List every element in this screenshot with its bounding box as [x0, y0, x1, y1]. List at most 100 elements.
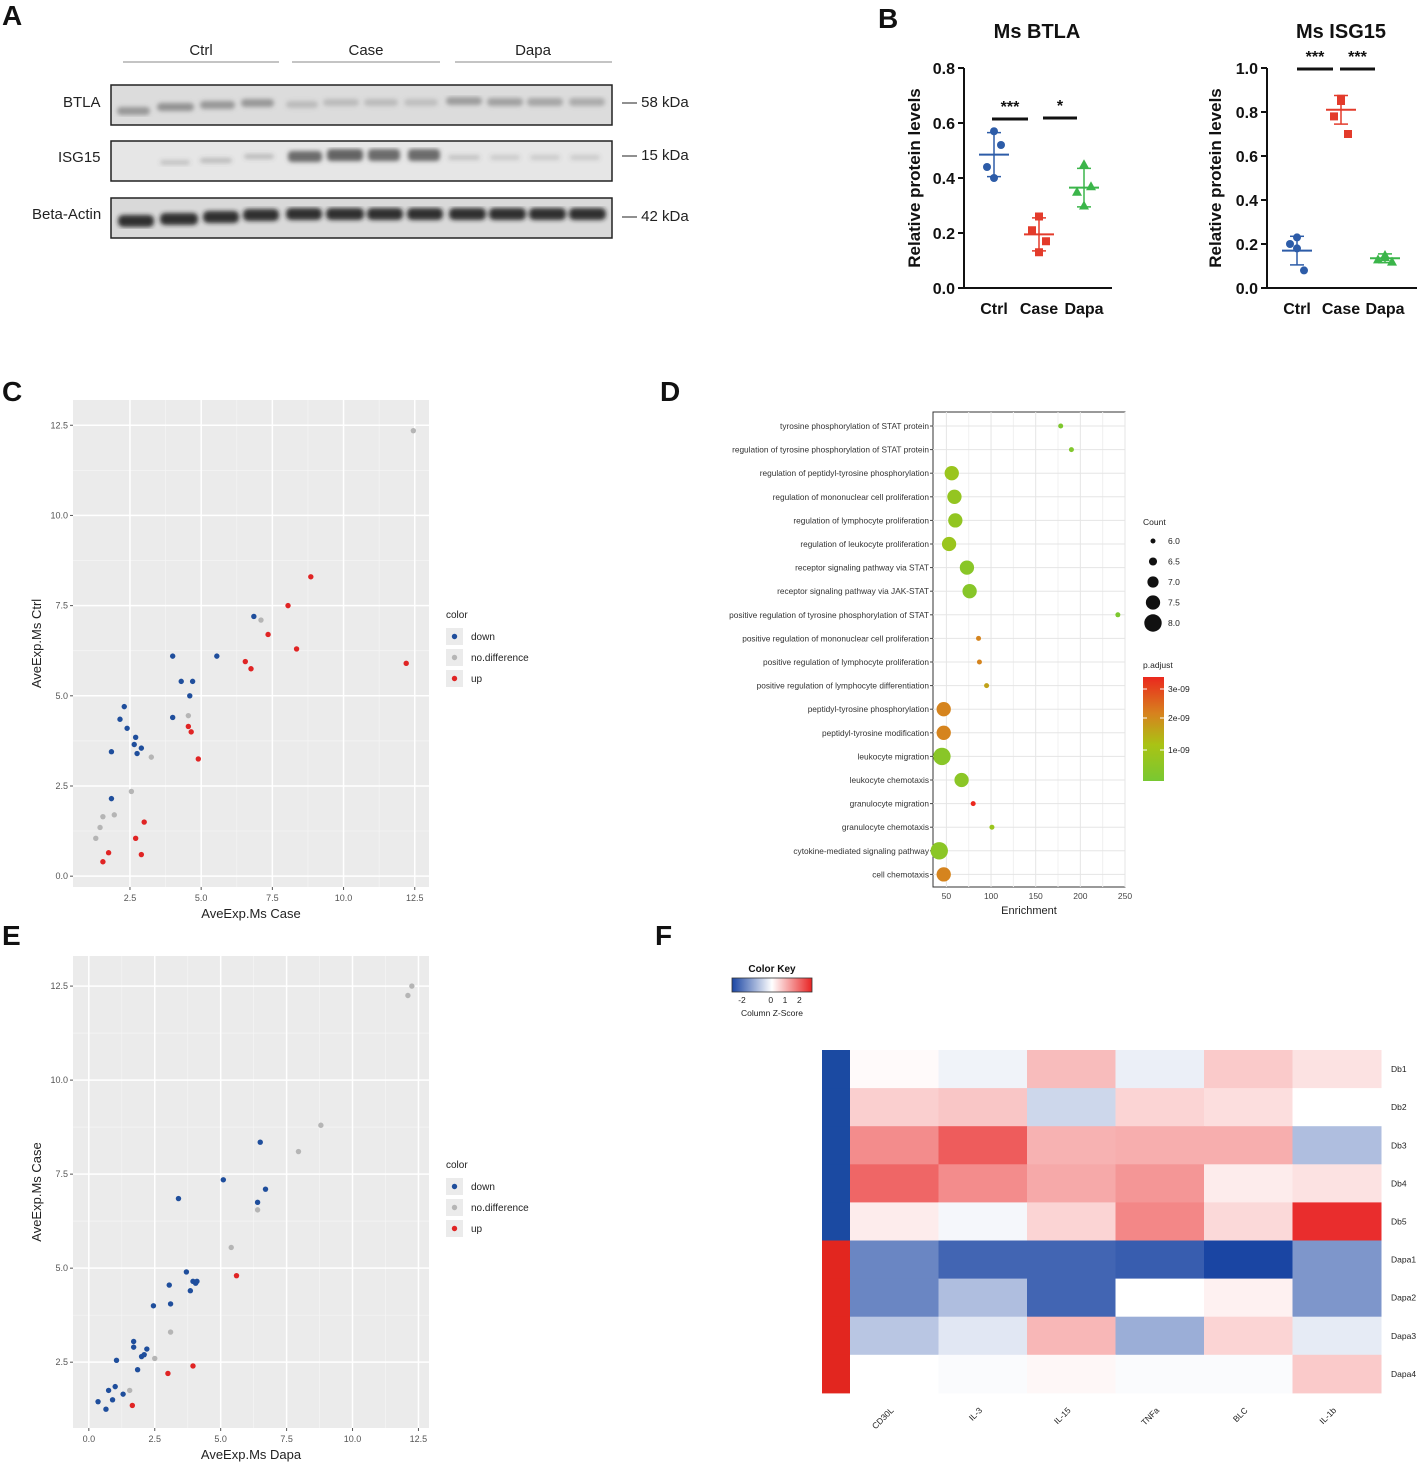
data-point — [134, 1367, 141, 1373]
y-tick-label: 0.0 — [1236, 281, 1258, 298]
heatmap-cell — [938, 1050, 1028, 1089]
heatmap-cell — [938, 1240, 1028, 1280]
data-point — [1293, 233, 1301, 242]
data-point — [262, 1186, 269, 1192]
legend-marker — [451, 1225, 458, 1232]
y-tick-label: 5.0 — [55, 1263, 68, 1273]
term-label: cell chemotaxis — [872, 869, 929, 879]
color-key-tick: -2 — [738, 995, 746, 1005]
data-point — [254, 1199, 261, 1206]
plot-background — [73, 956, 429, 1428]
legend-label: 6.0 — [1168, 536, 1180, 546]
y-tick-label: 5.0 — [55, 691, 68, 701]
data-point — [233, 1272, 240, 1279]
heatmap-cell — [850, 1316, 939, 1356]
x-tick-label: 200 — [1073, 891, 1087, 901]
y-tick-label: 0.8 — [1236, 105, 1258, 122]
row-group-bar — [822, 1164, 850, 1203]
heatmap-cell — [850, 1050, 939, 1089]
y-tick-label: 0.2 — [1236, 237, 1258, 254]
x-axis-label: AveExp.Ms Dapa — [201, 1447, 302, 1462]
data-point — [1079, 200, 1089, 210]
legend-label: 7.5 — [1168, 598, 1180, 608]
legend-marker — [451, 1204, 458, 1211]
x-tick-label: 50 — [942, 891, 952, 901]
term-label: positive regulation of lymphocyte prolif… — [763, 657, 929, 667]
plot-frame — [932, 411, 1126, 888]
cytokine-heatmap: Color Key -2 0 1 2 Column Z-Score Db1 Db2 Db3 Db4… — [731, 964, 1416, 1431]
y-tick-label: 12.5 — [50, 981, 68, 991]
panel-letter-f: F — [655, 920, 673, 951]
legend-label: no.difference — [471, 653, 529, 664]
x-tick-label: 2.5 — [148, 1434, 161, 1444]
data-point — [185, 712, 192, 719]
x-tick-label: 12.5 — [406, 893, 424, 903]
heatmap-cell — [1115, 1354, 1205, 1394]
legend-marker — [1148, 557, 1158, 566]
data-point — [308, 574, 314, 580]
heatmap-cell — [1027, 1050, 1116, 1089]
data-point — [1337, 97, 1345, 105]
legend-label: no.difference — [471, 1203, 529, 1214]
blot-image — [110, 61, 613, 239]
significance-label: * — [1057, 98, 1064, 115]
column-label: BLC — [1231, 1405, 1250, 1424]
data-point — [126, 1387, 133, 1394]
data-point — [129, 1402, 136, 1409]
data-point — [167, 1301, 174, 1307]
data-point — [150, 1303, 157, 1309]
heatmap-cell — [1204, 1088, 1293, 1127]
data-point — [141, 819, 147, 825]
blot-group-label: Ctrl — [189, 42, 213, 59]
data-point — [190, 1363, 196, 1369]
heatmap-cell — [1115, 1240, 1205, 1280]
data-point — [167, 1329, 174, 1335]
data-point — [936, 702, 951, 717]
data-point — [410, 427, 417, 434]
y-tick-label: 2.5 — [55, 781, 68, 791]
row-label: Db3 — [1391, 1140, 1407, 1150]
data-point — [105, 850, 112, 856]
heatmap-cell — [938, 1164, 1028, 1203]
data-point — [936, 867, 951, 882]
heatmap-cell — [1204, 1202, 1293, 1241]
data-point — [105, 1387, 112, 1394]
term-label: leukocyte migration — [858, 751, 930, 761]
y-tick-label: 0.6 — [1236, 149, 1258, 166]
data-point — [1035, 212, 1043, 221]
color-bar-label: 3e-09 — [1168, 684, 1190, 694]
legend-marker — [1150, 538, 1156, 544]
legend-marker — [451, 675, 458, 682]
data-point — [248, 666, 254, 672]
panel-letter-a: A — [2, 0, 23, 31]
row-label: Db4 — [1391, 1178, 1407, 1188]
data-point — [165, 1370, 171, 1377]
heatmap-cell — [1292, 1202, 1382, 1241]
heatmap-cell — [938, 1088, 1028, 1127]
term-label: granulocyte chemotaxis — [842, 822, 929, 832]
data-point — [148, 754, 155, 760]
row-label: Db5 — [1391, 1216, 1407, 1226]
data-point — [169, 714, 176, 721]
heatmap-cell — [1027, 1202, 1116, 1241]
y-tick-label: 7.5 — [55, 1169, 68, 1179]
heatmap-cell — [1204, 1354, 1293, 1394]
y-tick-label: 0.4 — [1236, 193, 1258, 210]
heatmap-cell — [1115, 1126, 1205, 1165]
heatmap-cell — [1204, 1240, 1293, 1280]
data-point — [295, 1148, 302, 1155]
heatmap-cell — [1204, 1278, 1293, 1318]
y-tick-label: 0.8 — [933, 61, 955, 78]
data-point — [1286, 240, 1294, 248]
legend-title: color — [446, 1160, 468, 1171]
data-point — [108, 795, 115, 802]
data-point — [124, 725, 130, 731]
data-point — [103, 1406, 109, 1412]
x-tick-label: 7.5 — [280, 1434, 293, 1444]
data-point — [242, 658, 249, 665]
heatmap-cell — [850, 1164, 939, 1203]
x-tick-label: Dapa — [1064, 301, 1103, 318]
data-point — [1068, 447, 1074, 453]
data-point — [941, 536, 957, 552]
heatmap-cell — [1204, 1050, 1293, 1089]
